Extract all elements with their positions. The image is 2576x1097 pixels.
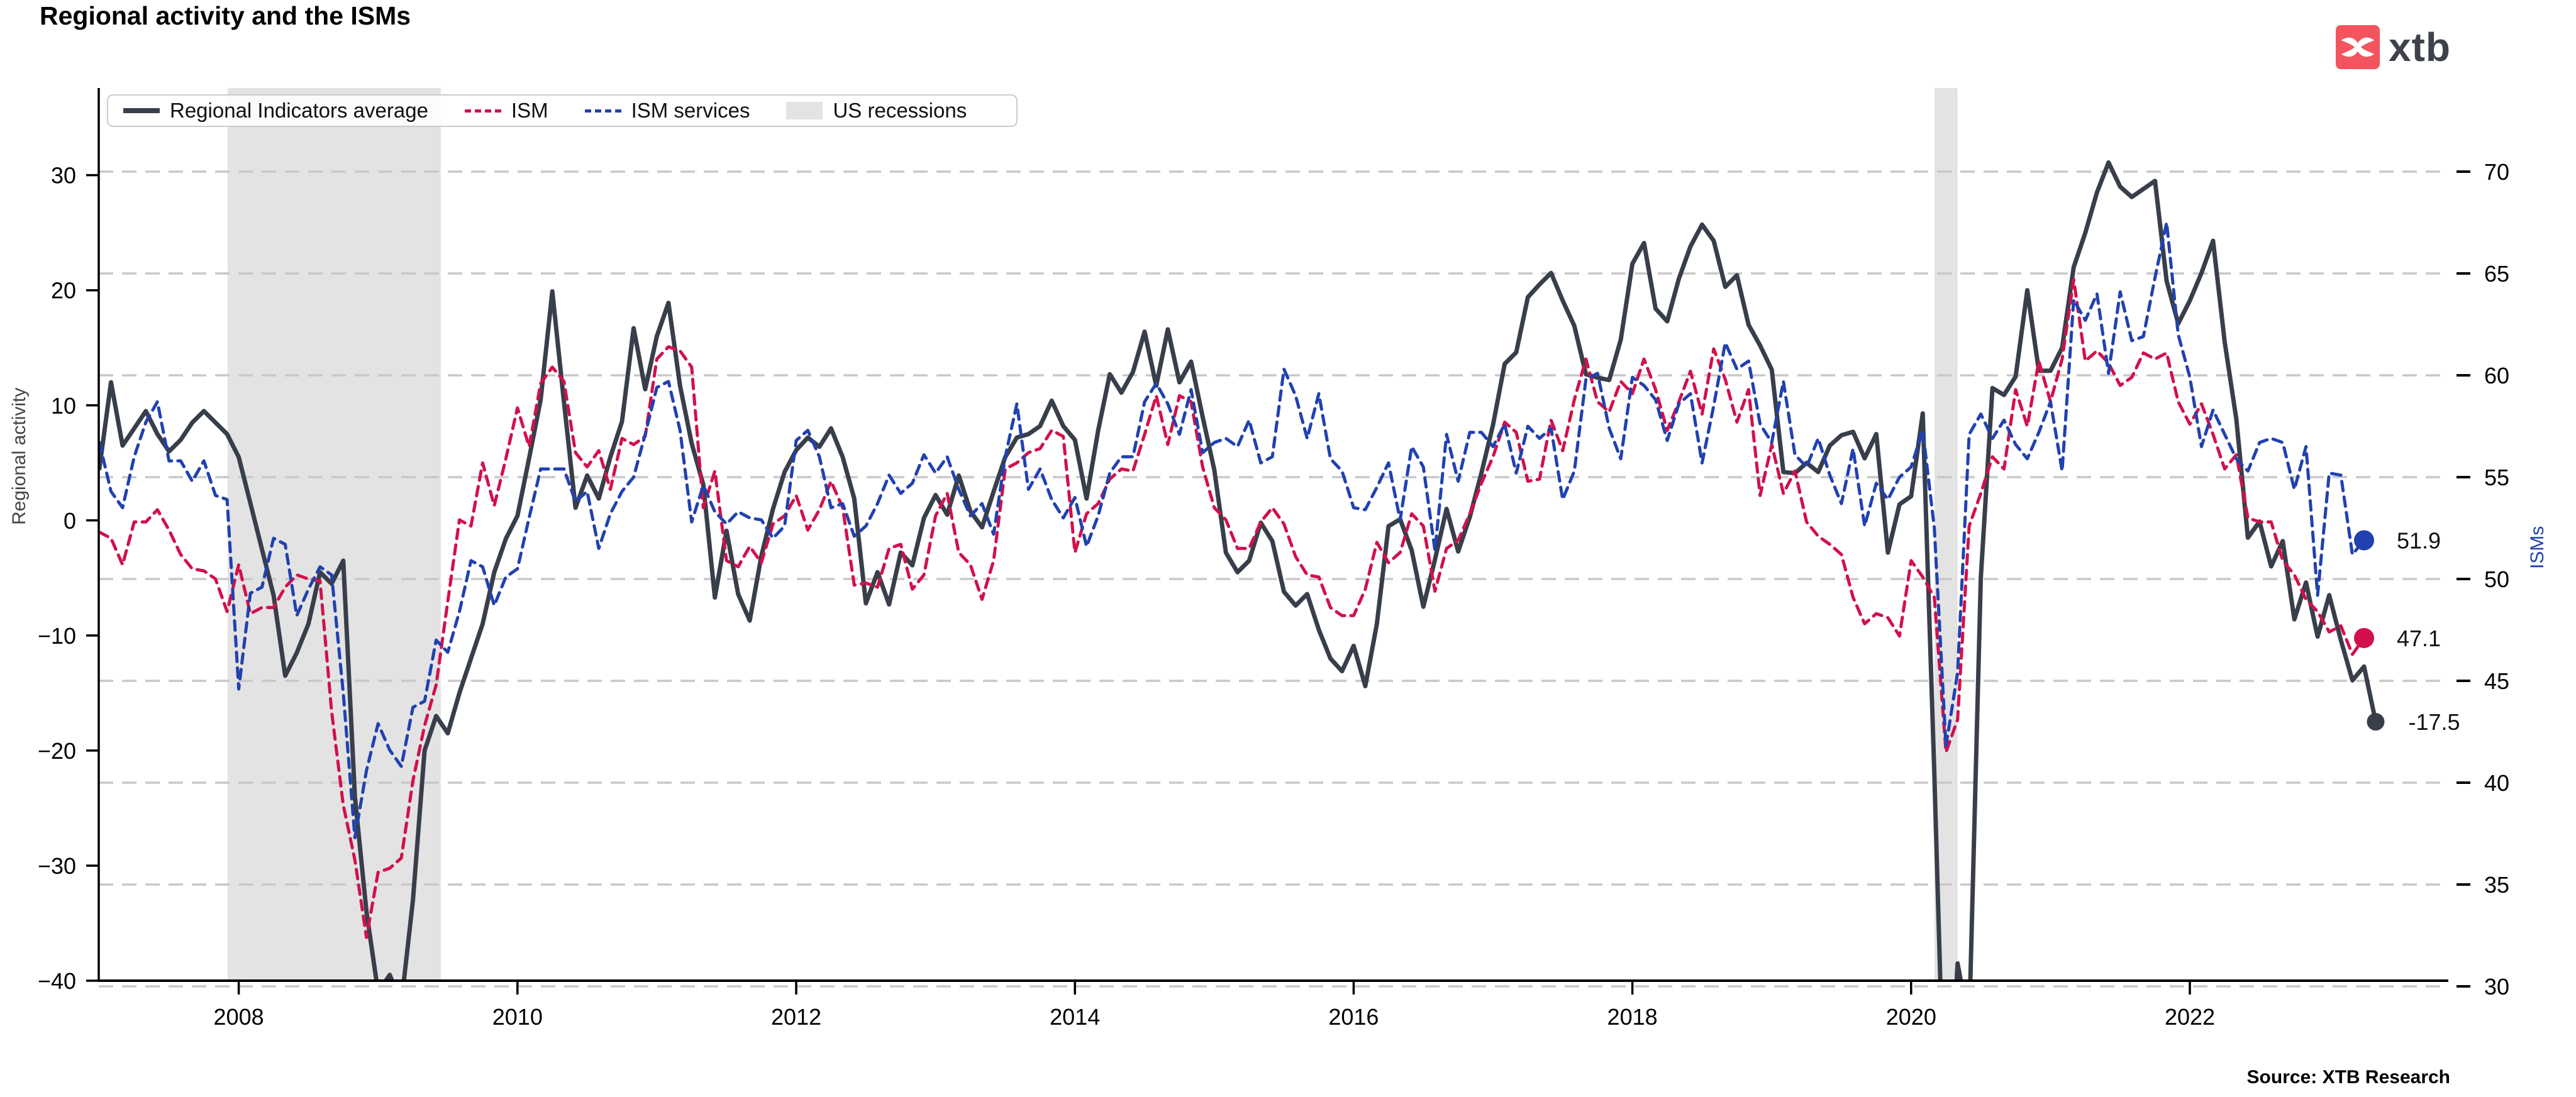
x-tick-label: 2018 bbox=[1607, 1004, 1658, 1030]
left-axis-title: Regional activity bbox=[9, 387, 30, 525]
end-value-label: -17.5 bbox=[2408, 709, 2460, 735]
left-tick-label: −40 bbox=[38, 968, 76, 994]
legend-swatch-solid bbox=[123, 108, 160, 113]
legend: Regional Indicators average ISM ISM servic… bbox=[107, 94, 1018, 127]
right-tick-label: 35 bbox=[2484, 872, 2509, 898]
series-line-ism bbox=[99, 278, 2366, 939]
page-title: Regional activity and the ISMs bbox=[40, 1, 411, 30]
x-tick-label: 2020 bbox=[1886, 1004, 1936, 1030]
legend-swatch-dash bbox=[584, 109, 621, 113]
end-dot bbox=[2367, 713, 2385, 731]
right-tick-label: 40 bbox=[2484, 770, 2509, 796]
legend-swatch-box bbox=[786, 102, 823, 119]
right-tick-label: 65 bbox=[2484, 261, 2509, 287]
left-tick-label: 20 bbox=[51, 278, 76, 304]
end-dot bbox=[2354, 627, 2374, 648]
legend-label: ISM services bbox=[631, 99, 750, 122]
left-tick-label: 30 bbox=[51, 163, 76, 189]
x-tick-label: 2014 bbox=[1050, 1004, 1100, 1030]
x-tick-label: 2016 bbox=[1328, 1004, 1379, 1030]
right-axis-title: ISMs bbox=[2527, 526, 2548, 569]
recession-band bbox=[1934, 88, 1958, 981]
left-tick-label: −20 bbox=[38, 738, 76, 764]
legend-item-regional-indicators-average: Regional Indicators average bbox=[123, 99, 428, 123]
source-credit: Source: XTB Research bbox=[2246, 1067, 2450, 1088]
right-tick-label: 50 bbox=[2484, 566, 2509, 592]
x-tick-label: 2010 bbox=[492, 1004, 543, 1030]
right-tick-label: 55 bbox=[2484, 465, 2509, 490]
end-value-label: 47.1 bbox=[2397, 626, 2441, 651]
end-value-label: 51.9 bbox=[2397, 527, 2441, 553]
right-tick-label: 30 bbox=[2484, 974, 2509, 1000]
legend-item-ism: ISM bbox=[464, 99, 548, 123]
left-tick-label: 10 bbox=[51, 393, 76, 419]
xtb-logo: xtb bbox=[2336, 24, 2451, 70]
x-tick-label: 2022 bbox=[2165, 1004, 2215, 1030]
left-tick-label: −10 bbox=[38, 623, 76, 649]
left-tick-label: 0 bbox=[64, 508, 76, 534]
x-tick-label: 2012 bbox=[771, 1004, 821, 1030]
legend-label: ISM bbox=[511, 99, 548, 122]
xtb-bird-icon bbox=[2341, 37, 2375, 57]
right-tick-label: 45 bbox=[2484, 668, 2509, 694]
xtb-logo-text: xtb bbox=[2389, 25, 2451, 70]
left-tick-label: −30 bbox=[38, 853, 76, 879]
legend-swatch-dash bbox=[464, 109, 501, 113]
right-tick-label: 70 bbox=[2484, 159, 2509, 185]
series-line-ism-services bbox=[99, 221, 2366, 839]
legend-item-ism-services: ISM services bbox=[584, 99, 750, 123]
x-tick-label: 2008 bbox=[214, 1004, 264, 1030]
series-line-regional-indicators-average bbox=[99, 160, 2378, 982]
legend-item-us-recessions: US recessions bbox=[786, 99, 967, 123]
end-dot bbox=[2354, 530, 2374, 551]
legend-label: Regional Indicators average bbox=[170, 99, 428, 122]
legend-label: US recessions bbox=[833, 99, 967, 122]
right-tick-label: 60 bbox=[2484, 363, 2509, 389]
xtb-logo-mark bbox=[2336, 25, 2380, 69]
